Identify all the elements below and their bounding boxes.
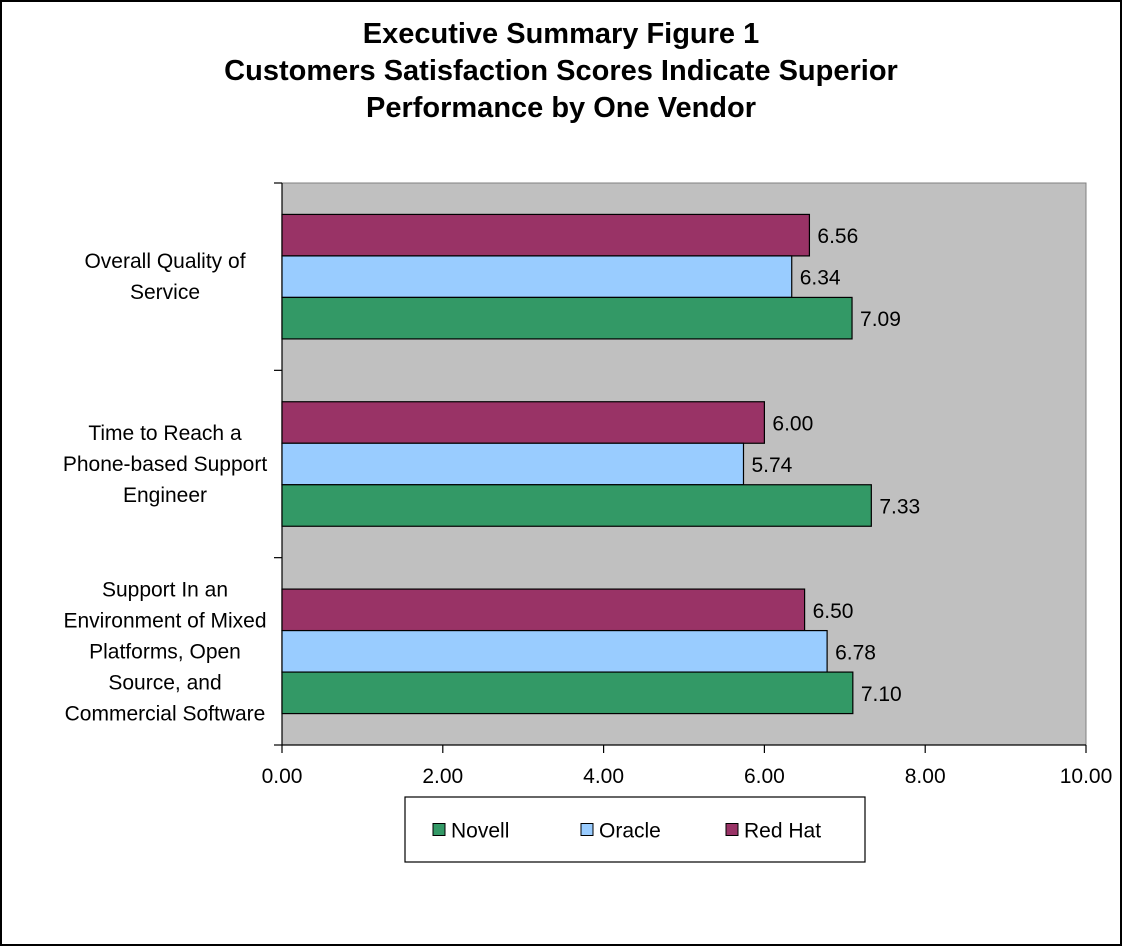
category-label: Time to Reach a	[88, 422, 242, 445]
bar	[281, 484, 872, 527]
chart-title-line-2: Customers Satisfaction Scores Indicate S…	[224, 55, 898, 87]
legend-label: Oracle	[599, 820, 661, 843]
legend-label: Novell	[451, 820, 509, 843]
legend-swatch	[725, 823, 739, 836]
x-tick-label: 10.00	[1060, 765, 1113, 788]
category-label: Phone-based Support	[63, 453, 267, 476]
x-tick-label: 8.00	[905, 765, 946, 788]
x-tick-label: 2.00	[422, 765, 463, 788]
category-label: Commercial Software	[65, 702, 266, 725]
bar	[281, 296, 853, 340]
bar	[281, 401, 765, 444]
legend-label: Red Hat	[744, 820, 821, 843]
x-tick-label: 4.00	[583, 765, 624, 788]
bar	[281, 213, 811, 257]
data-label: 5.74	[751, 454, 792, 477]
x-tick-label: 0.00	[262, 765, 303, 788]
data-label: 6.78	[835, 641, 876, 664]
data-label: 6.34	[800, 267, 841, 290]
chart-title: Executive Summary Figure 1 Customers Sat…	[0, 16, 1122, 127]
data-label: 6.00	[772, 413, 813, 436]
legend-swatch	[580, 823, 594, 836]
bar	[281, 255, 793, 299]
bar	[281, 442, 745, 486]
category-label: Source, and	[108, 671, 221, 694]
legend-swatch	[432, 823, 446, 836]
category-label: Engineer	[123, 484, 207, 507]
category-label: Platforms, Open	[89, 640, 241, 663]
chart-title-line-1: Executive Summary Figure 1	[362, 18, 760, 50]
data-label: 7.10	[861, 683, 902, 706]
chart-title-line-3: Performance by One Vendor	[365, 92, 756, 124]
data-label: 7.09	[860, 308, 901, 331]
bar	[281, 671, 854, 715]
bar	[281, 629, 828, 673]
legend-box	[404, 796, 866, 863]
category-label: Overall Quality of	[84, 250, 245, 273]
x-tick-label: 6.00	[744, 765, 785, 788]
data-label: 6.56	[817, 225, 858, 248]
category-label: Environment of Mixed	[63, 609, 266, 632]
category-label: Support In an	[102, 578, 228, 601]
data-label: 6.50	[813, 600, 854, 623]
data-label: 7.33	[879, 496, 920, 519]
category-label: Service	[130, 281, 200, 304]
bar	[281, 588, 806, 632]
